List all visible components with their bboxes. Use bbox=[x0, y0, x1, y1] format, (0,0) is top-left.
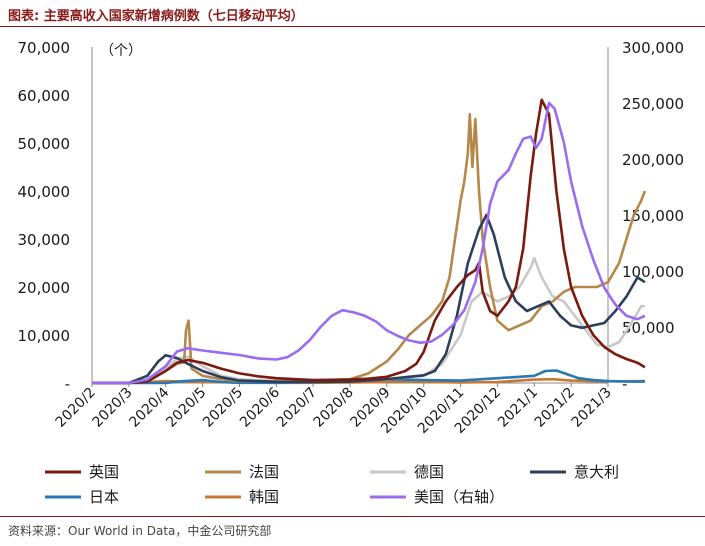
right-tick-label: 250,000 bbox=[622, 95, 684, 113]
source-note: 资料来源：Our World in Data，中金公司研究部 bbox=[8, 524, 272, 538]
left-tick-label: 30,000 bbox=[18, 231, 71, 249]
title-divider bbox=[0, 26, 705, 27]
left-tick-label: - bbox=[65, 375, 70, 393]
x-axis: 2020/22020/32020/42020/52020/52020/62020… bbox=[53, 383, 615, 437]
series-line-3 bbox=[92, 213, 646, 385]
series-line-4 bbox=[92, 369, 645, 385]
legend-label: 法国 bbox=[249, 463, 279, 481]
x-tick-label: 2020/2 bbox=[53, 385, 99, 431]
right-tick-label: 50,000 bbox=[622, 319, 675, 337]
x-tick-label: 2021/1 bbox=[495, 385, 541, 431]
left-tick-label: 40,000 bbox=[18, 183, 71, 201]
left-axis: - 10,000 20,000 30,000 40,000 50,000 60,000 70,… bbox=[18, 39, 71, 393]
left-tick-label: 60,000 bbox=[18, 87, 71, 105]
x-tick-label: 2020/3 bbox=[90, 385, 136, 431]
right-tick-label: 300,000 bbox=[622, 39, 684, 57]
right-tick-label: 150,000 bbox=[622, 207, 684, 225]
legend-label: 英国 bbox=[89, 463, 119, 481]
x-tick-label: 2021/2 bbox=[532, 385, 578, 431]
right-tick-label: 100,000 bbox=[622, 263, 684, 281]
legend-label: 意大利 bbox=[574, 463, 619, 481]
series-line-6 bbox=[92, 101, 646, 385]
x-tick-label: 2020/5 bbox=[200, 385, 246, 431]
series-line-1 bbox=[92, 112, 647, 385]
x-tick-label: 2020/6 bbox=[237, 384, 283, 430]
right-tick-label: - bbox=[622, 375, 627, 393]
legend-label: 德国 bbox=[414, 463, 444, 481]
legend-label: 日本 bbox=[89, 488, 119, 506]
right-axis: - 50,000 100,000 150,000 200,000 250,000 300,0… bbox=[622, 39, 684, 393]
x-tick-label: 2020/8 bbox=[311, 385, 357, 431]
left-tick-label: 10,000 bbox=[18, 327, 71, 345]
left-tick-label: 50,000 bbox=[18, 135, 71, 153]
source-divider bbox=[0, 516, 705, 517]
right-tick-label: 200,000 bbox=[622, 151, 684, 169]
left-tick-label: 70,000 bbox=[18, 39, 71, 57]
series-layer bbox=[92, 98, 647, 385]
x-tick-label: 2020/4 bbox=[126, 384, 172, 430]
x-tick-label: 2021/3 bbox=[569, 385, 615, 431]
legend-label: 韩国 bbox=[249, 488, 279, 506]
plot-frame bbox=[91, 47, 609, 384]
series-line-0 bbox=[92, 98, 646, 385]
chart-title: 图表: 主要高收入国家新增病例数（七日移动平均） bbox=[8, 9, 304, 24]
x-tick-label: 2020/5 bbox=[163, 385, 209, 431]
unit-label: （个） bbox=[100, 43, 142, 59]
x-tick-label: 2020/7 bbox=[274, 385, 320, 431]
left-tick-label: 20,000 bbox=[18, 279, 71, 297]
legend-label: 美国（右轴） bbox=[414, 488, 504, 506]
